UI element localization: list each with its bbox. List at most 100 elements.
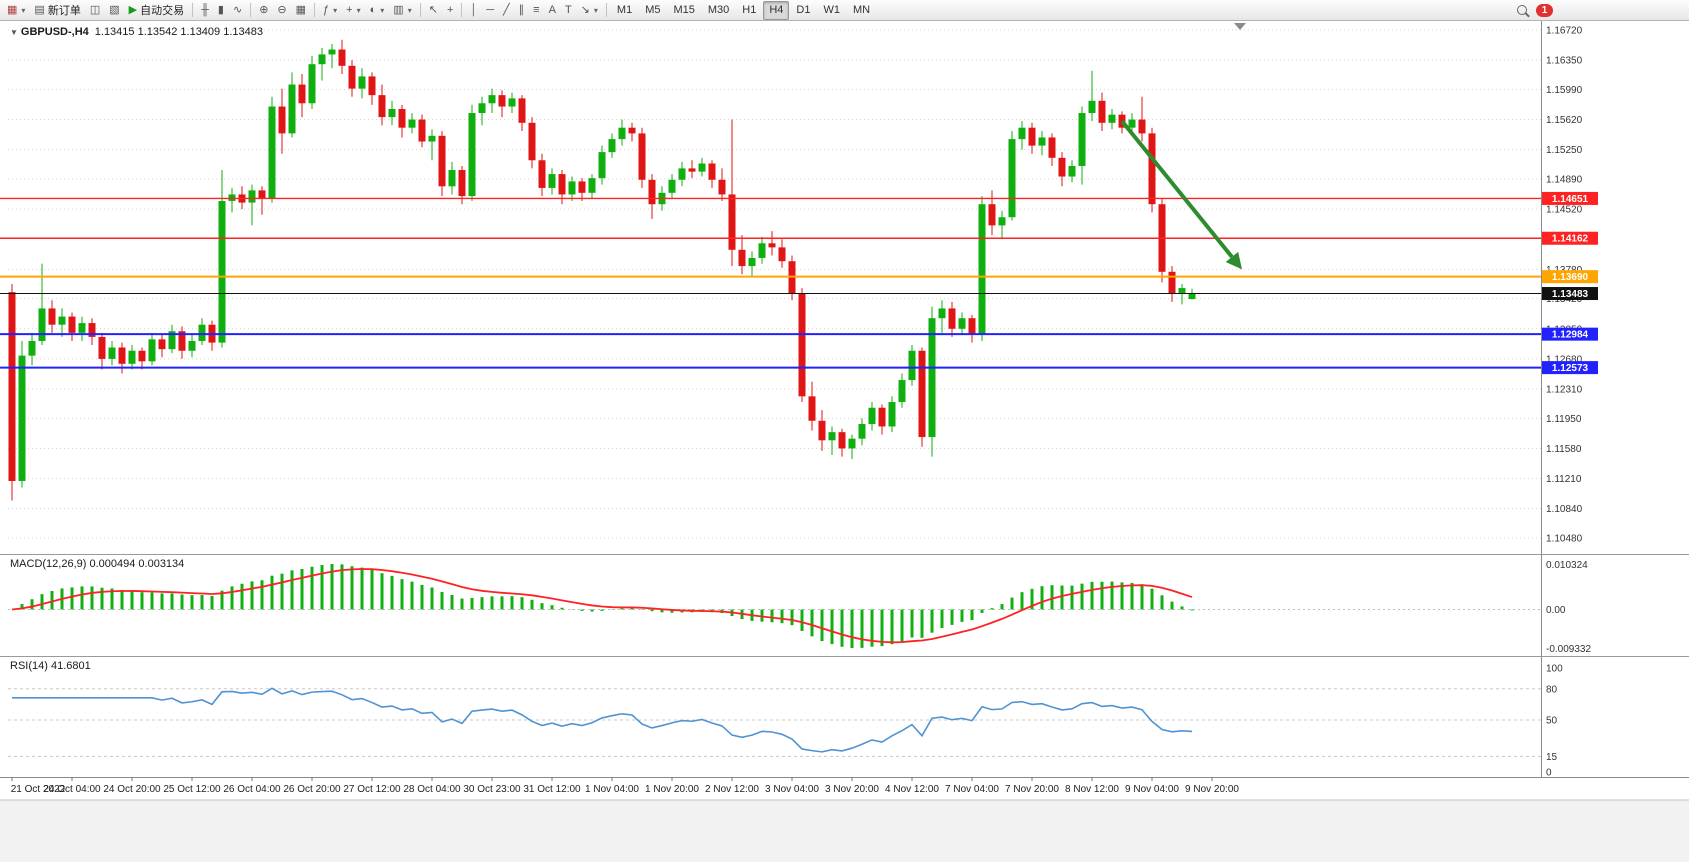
- candle-body: [948, 308, 956, 329]
- new-order-button[interactable]: ▤ 新订单: [30, 1, 84, 20]
- price-badge: [1542, 287, 1598, 301]
- timeframe-m30-button[interactable]: M30: [707, 4, 730, 16]
- candle-body: [398, 108, 406, 128]
- bottom-area: [0, 800, 1689, 862]
- channel-tool-button[interactable]: ∥: [515, 1, 529, 20]
- tile-windows-button[interactable]: ▦: [292, 1, 310, 20]
- timeframe-m5-button[interactable]: M5: [645, 4, 661, 16]
- candle-body: [418, 119, 426, 142]
- candle-body: [858, 424, 866, 439]
- zoom-out-button[interactable]: ⊖: [273, 1, 290, 20]
- rsi-line: [12, 687, 1193, 753]
- charts-list-button[interactable]: ◫: [86, 1, 104, 20]
- candle-body: [678, 168, 686, 180]
- add-indicator-button[interactable]: + ▾: [342, 1, 364, 20]
- horizontal-line-tool-button[interactable]: ─: [482, 1, 498, 20]
- time-axis-label: 28 Oct 04:00: [403, 784, 461, 795]
- timeframe-h1-button[interactable]: H1: [742, 4, 757, 16]
- candle-body: [898, 380, 906, 403]
- templates-button[interactable]: ▥ ▾: [389, 1, 415, 20]
- zoom-in-icon: ⊕: [259, 3, 269, 16]
- timeframe-h4-button[interactable]: H4: [763, 0, 790, 20]
- candle-body: [528, 122, 536, 161]
- candle-body: [88, 323, 96, 337]
- candle-body: [278, 106, 286, 134]
- trendline-tool-button[interactable]: ╱: [499, 1, 514, 20]
- price-badge-label: 1.14162: [1552, 234, 1589, 245]
- candle-body: [68, 316, 76, 333]
- arrows-tool-button[interactable]: ↘ ▾: [577, 1, 602, 20]
- cursor-button[interactable]: ↖: [425, 1, 442, 20]
- candle-body: [868, 407, 876, 425]
- auto-trading-label: 自动交易: [140, 5, 185, 17]
- indicators-button[interactable]: ƒ ▾: [319, 1, 341, 20]
- candle-body: [1148, 133, 1156, 205]
- timeframe-m15-button[interactable]: M15: [673, 4, 695, 16]
- time-axis-label: 24 Oct 04:00: [43, 784, 101, 795]
- candle-body: [918, 350, 926, 438]
- zoom-in-button[interactable]: ⊕: [255, 1, 272, 20]
- price-tick-label: 1.10480: [1546, 534, 1583, 545]
- chevron-down-icon: ▾: [593, 5, 598, 15]
- indicators-icon: ƒ: [323, 3, 330, 16]
- zoom-out-icon: ⊖: [277, 3, 287, 16]
- macd-scale-label: 0.00: [1546, 605, 1566, 616]
- notification-button[interactable]: 1: [1532, 1, 1557, 20]
- text-tool-button[interactable]: A: [545, 1, 560, 20]
- one-click-trading-toggle[interactable]: ▼: [10, 28, 18, 37]
- candle-body: [578, 181, 586, 193]
- timeframe-m1-button[interactable]: M1: [616, 4, 633, 16]
- candle-body: [1138, 119, 1146, 134]
- fibonacci-tool-button[interactable]: ≡: [529, 1, 543, 20]
- crosshair-button[interactable]: +: [443, 1, 457, 20]
- candle-body: [108, 347, 116, 359]
- candle-body: [1038, 137, 1046, 146]
- candle-body: [1028, 127, 1036, 146]
- search-button[interactable]: [1513, 1, 1531, 20]
- price-tick-label: 1.12680: [1546, 354, 1583, 365]
- auto-trading-button[interactable]: ▶ 自动交易: [125, 1, 188, 20]
- candlestick-series: [8, 39, 1196, 501]
- candle-body: [228, 194, 236, 201]
- candle-body: [48, 308, 56, 325]
- candle-body: [778, 247, 786, 262]
- price-badge: [1542, 191, 1598, 205]
- notification-badge: 1: [1536, 3, 1553, 17]
- price-badge: [1542, 327, 1598, 341]
- candle-body: [378, 95, 386, 118]
- periods-button[interactable]: ◐ ▾: [366, 1, 389, 20]
- new-chart-button[interactable]: ▦ ▾: [3, 1, 29, 20]
- crosshair-icon: +: [446, 3, 454, 16]
- bar-chart-type-button[interactable]: ╫: [197, 1, 213, 20]
- trend-arrow-head[interactable]: [1225, 251, 1242, 270]
- timeframe-w1-button[interactable]: W1: [823, 4, 840, 16]
- price-badge: [1542, 270, 1598, 284]
- candle-body: [688, 168, 696, 172]
- candle-body: [498, 95, 506, 107]
- vertical-line-tool-button[interactable]: │: [466, 1, 481, 20]
- line-chart-type-button[interactable]: ∿: [229, 1, 246, 20]
- toolbar-separator: [192, 3, 194, 17]
- price-tick-label: 1.15990: [1546, 85, 1583, 96]
- candlestick-type-button[interactable]: ▮: [214, 1, 228, 20]
- auto-trading-icon: ▶: [128, 3, 138, 16]
- candle-body: [538, 160, 546, 188]
- timeframe-mn-button[interactable]: MN: [852, 4, 871, 16]
- candle-body: [8, 292, 16, 482]
- candle-body: [1018, 127, 1026, 140]
- trend-arrow[interactable]: [1120, 119, 1234, 259]
- candle-body: [268, 106, 276, 199]
- candle-body: [548, 174, 556, 188]
- chevron-down-icon: ▾: [356, 5, 361, 15]
- candle-body: [838, 432, 846, 449]
- chart-shift-marker[interactable]: [1234, 23, 1246, 30]
- price-badge-label: 1.12573: [1552, 363, 1589, 374]
- time-axis-label: 30 Oct 23:00: [463, 784, 521, 795]
- bar-chart-type-icon: ╫: [201, 3, 209, 16]
- timeframe-d1-button[interactable]: D1: [796, 4, 811, 16]
- add-indicator-icon: +: [346, 3, 353, 16]
- profiles-button[interactable]: ▧: [105, 1, 123, 20]
- toolbar-separator: [605, 3, 607, 17]
- candle-body: [818, 420, 826, 441]
- label-tool-button[interactable]: T: [561, 1, 576, 20]
